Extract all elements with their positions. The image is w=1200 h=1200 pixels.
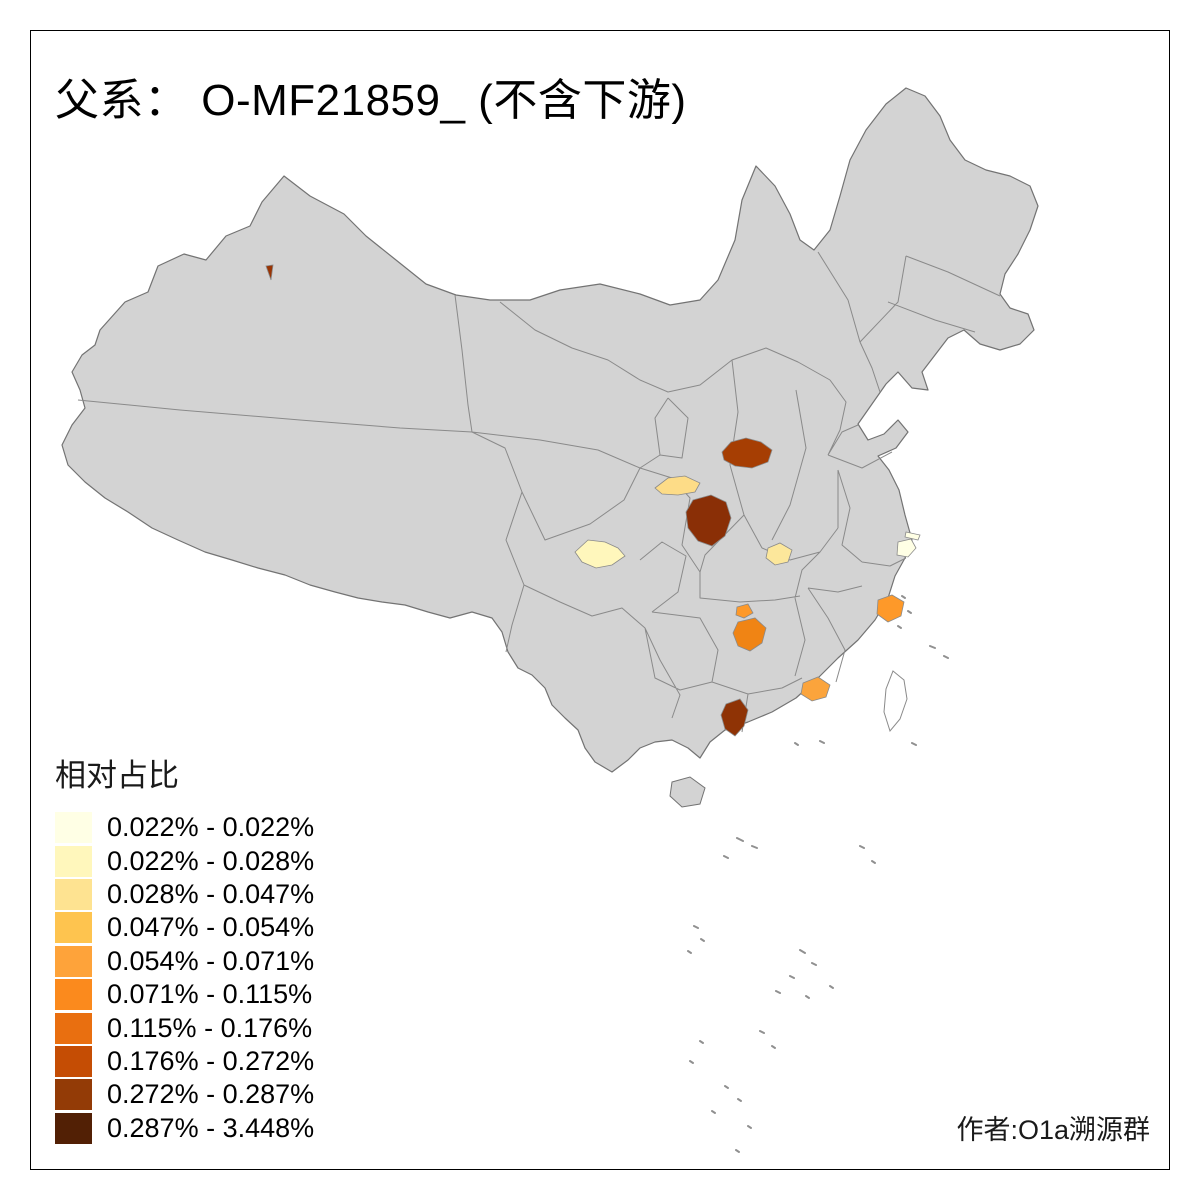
legend-label: 0.287% - 3.448% [107, 1112, 315, 1143]
legend-label: 0.028% - 0.047% [107, 878, 315, 909]
map-region-shanghai [896, 538, 917, 558]
legend-swatch [55, 912, 92, 944]
china-mainland-shape [61, 87, 1039, 773]
map-region-shanghai-chongming [904, 531, 921, 541]
legend-swatch [55, 1045, 92, 1077]
legend-item: 0.115% - 0.176% [55, 1011, 314, 1044]
legend-title: 相对占比 [55, 758, 179, 793]
map-region-hunan-central [732, 617, 767, 652]
legend-label: 0.176% - 0.272% [107, 1045, 315, 1076]
legend-swatch [55, 845, 92, 877]
legend: 相对占比 0.022% - 0.022% 0.022% - 0.028% 0.0… [55, 750, 314, 1145]
legend-swatch [55, 945, 92, 977]
legend-item: 0.054% - 0.071% [55, 945, 314, 978]
legend-swatch [55, 1112, 92, 1144]
hainan-island [669, 776, 706, 808]
province-borders [77, 251, 1001, 733]
taiwan-island [883, 670, 908, 733]
highlighted-regions [265, 264, 921, 737]
map-region-guangdong-east [800, 676, 831, 702]
map-region-shaanxi-central [685, 494, 732, 547]
legend-item: 0.022% - 0.022% [55, 811, 314, 844]
south-china-sea-islands [687, 595, 949, 1153]
legend-label: 0.115% - 0.176% [107, 1012, 313, 1043]
legend-item: 0.176% - 0.272% [55, 1045, 314, 1078]
legend-swatch [55, 1079, 92, 1111]
legend-swatch [55, 812, 92, 844]
legend-label: 0.071% - 0.115% [107, 979, 313, 1010]
legend-label: 0.022% - 0.028% [107, 845, 315, 876]
map-region-gansu-east [654, 475, 701, 496]
legend-item: 0.022% - 0.028% [55, 844, 314, 877]
map-region-shanxi-south [721, 437, 773, 469]
legend-label: 0.272% - 0.287% [107, 1079, 315, 1110]
legend-item: 0.272% - 0.287% [55, 1078, 314, 1111]
legend-label: 0.047% - 0.054% [107, 912, 315, 943]
legend-swatch [55, 1012, 92, 1044]
map-region-xinjiang-spot [265, 264, 274, 281]
author-attribution: 作者:O1a溯源群 [956, 1115, 1150, 1145]
legend-swatch [55, 979, 92, 1011]
map-region-guangxi-east [720, 698, 749, 737]
map-region-hubei-north [765, 542, 793, 566]
legend-item: 0.028% - 0.047% [55, 878, 314, 911]
legend-item: 0.071% - 0.115% [55, 978, 314, 1011]
map-region-hunan-north-small [735, 603, 754, 619]
legend-label: 0.054% - 0.071% [107, 945, 315, 976]
map-region-sichuan-chengdu [574, 539, 626, 569]
map-region-zhejiang-coastal [876, 594, 905, 623]
legend-item: 0.287% - 3.448% [55, 1112, 314, 1145]
legend-item: 0.047% - 0.054% [55, 911, 314, 944]
legend-label: 0.022% - 0.022% [107, 812, 315, 843]
legend-swatch [55, 878, 92, 910]
plot-title: 父系： O-MF21859_ (不含下游) [55, 76, 687, 125]
